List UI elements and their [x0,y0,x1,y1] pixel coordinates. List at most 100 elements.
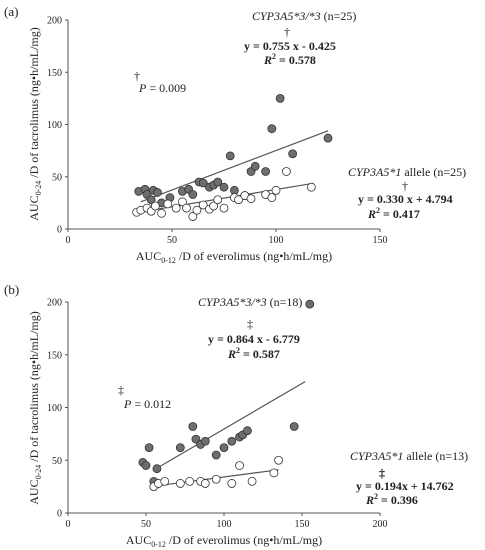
panel-b-series-1-r2: R2 = 0.587 [227,346,280,361]
panel-a-x-tick-label: 0 [66,235,71,246]
panel-a-series-2-point [182,203,191,213]
panel-b-series-1-fit-line [153,381,306,471]
panel-b-series-2-point [211,474,221,484]
panel-a-series-2-point [281,167,291,176]
panel-a-y-axis-label: AUC0-24 /D of tacrolimus (ng•h/mL/mg) [27,27,43,221]
panel-a-series-1-point [153,188,162,197]
panel-b-series-1-point [305,299,315,309]
panel-b-y-ticks: 0 50 100 150 200 [47,298,68,520]
panel-b-y-tick-label: 0 [57,509,62,520]
panel-b-series-1-equation: y = 0.864 x - 6.779 [208,332,300,346]
panel-b-series-2-mark: ‡ [379,466,385,480]
panel-b-x-tick-label: 200 [373,519,388,530]
panel-a-series-2-equation: y = 0.330 x + 4.794 [358,192,453,206]
panel-b-series-2-point [160,476,170,486]
panel-a-y-tick-label: 150 [47,68,62,79]
panel-a-series-2-point [213,195,223,205]
panel-a-x-tick-label: 50 [167,235,177,246]
panel-b-series-2-equation: y = 0.194x + 14.762 [356,479,454,493]
panel-b-x-ticks: 0 50 100 150 200 [66,513,388,530]
panel-a-x-tick-label: 150 [373,235,388,246]
panel-b-series-2-point [235,461,245,470]
panel-b-series-1-point [242,426,252,436]
panel-a-series-2-point [219,203,229,213]
panel-b-series-1-point [219,443,229,452]
panel-b-series-2-point [200,479,210,488]
panel-b-x-tick-label: 100 [217,519,232,530]
panel-b: (b) 0 50 100 150 200 0 50 100 150 200 AUC0-24 /D… [4,282,468,549]
panel-a-series-2-point [171,203,181,213]
panel-a-series-1-name: CYP3A5*3/*3 (n=25) [252,9,356,23]
panel-b-series-2-point [185,476,195,486]
panel-a-series-2-name: CYP3A5*1 allele (n=25) [348,165,466,179]
panel-a-series-2-point [150,201,160,211]
panel-a-series-1-point [198,178,208,188]
panel-a-series-2-point [157,208,167,218]
panel-a-series-2-point [177,197,187,207]
panel-a-series-1-point [213,177,223,187]
panel-b-series-1-point [200,436,210,446]
panel-a-y-tick-label: 50 [52,172,62,183]
panel-b-series-2-point [247,476,257,486]
panel-a-series-2-point [198,200,208,210]
panel-a-series-2-point [267,193,277,203]
panel-a-series-2-mark: † [402,179,408,193]
panel-a-series-2-point [188,212,198,221]
panel-b-series-1-point [144,443,154,452]
panel-a-series-2-fit-line [134,182,314,214]
panel-a-series-2-point [192,205,202,215]
panel-b-series-1-point [211,450,221,460]
panel-a-series-1-point [146,195,156,205]
panel-a-series-1-r2: R2 = 0.578 [263,52,316,67]
panel-b-series-1-point [289,422,299,431]
panel-b-series-1-point [152,464,162,474]
panel-a-series-2-point [163,199,173,209]
panel-a-points [132,93,333,221]
panel-b-p-mark: ‡ [118,383,124,397]
panel-a-x-axis-label: AUC0-12 /D of everolimus (ng•h/mL/mg) [136,249,332,265]
panel-b-series-2-name: CYP3A5*1 allele (n=13) [350,449,468,463]
panel-b-y-tick-label: 100 [47,403,62,414]
panel-b-x-tick-label: 50 [141,519,151,530]
panel-a: (a) 0 50 100 150 200 0 50 100 150 AUC0-24 /D of… [4,4,466,265]
panel-a-series-1-equation: y = 0.755 x - 0.425 [244,39,336,53]
panel-a-y-tick-label: 100 [47,120,62,131]
panel-b-series-1-point [227,436,237,446]
panel-b-series-1-point [175,443,185,452]
panel-b-series-1-point [188,422,198,431]
panel-b-series-2-r2: R2 = 0.396 [365,492,418,507]
panel-a-y-ticks: 0 50 100 150 200 [47,16,68,236]
panel-a-series-2-point [234,195,243,205]
panel-a-series-1-point [267,124,277,134]
panel-a-label: (a) [4,4,18,19]
panel-a-series-1-point [188,190,198,199]
panel-b-series-2-point [274,455,284,465]
panel-b-fit-lines [153,381,306,487]
panel-b-y-tick-label: 150 [47,350,62,361]
panel-a-series-1-point [275,93,285,103]
panel-b-x-axis-label: AUC0-12 /D of everolimus (ng•h/mL/mg) [126,533,322,549]
panel-a-y-tick-label: 200 [47,16,62,27]
panel-b-x-tick-label: 0 [66,519,71,530]
panel-a-p-mark: † [134,69,140,83]
panel-b-x-tick-label: 150 [295,519,310,530]
panel-b-label: (b) [4,282,19,297]
panel-a-x-tick-label: 100 [269,235,284,246]
panel-a-series-2-r2: R2 = 0.417 [367,206,420,221]
panel-a-series-1-point [225,151,235,161]
panel-b-series-2-point [227,479,237,488]
panel-a-p-value: P = 0.009 [138,81,186,95]
panel-a-series-2-point [209,201,219,211]
panel-b-series-1-name: CYP3A5*3/*3 (n=18) [198,295,302,309]
panel-a-y-tick-label: 0 [57,225,62,236]
panel-b-y-axis-label: AUC0-24 /D of tacrolimus (ng•h/mL/mg) [27,311,43,505]
panel-a-series-1-point [229,185,239,195]
panel-a-series-1-mark: † [284,25,290,39]
panel-b-p-value: P = 0.012 [123,397,171,411]
panel-b-series-1-mark: ‡ [247,317,253,331]
panel-a-series-1-point [250,161,260,171]
panel-a-series-1-point [219,182,229,192]
panel-b-series-2-point [175,479,185,488]
panel-a-series-2-point [271,185,281,195]
